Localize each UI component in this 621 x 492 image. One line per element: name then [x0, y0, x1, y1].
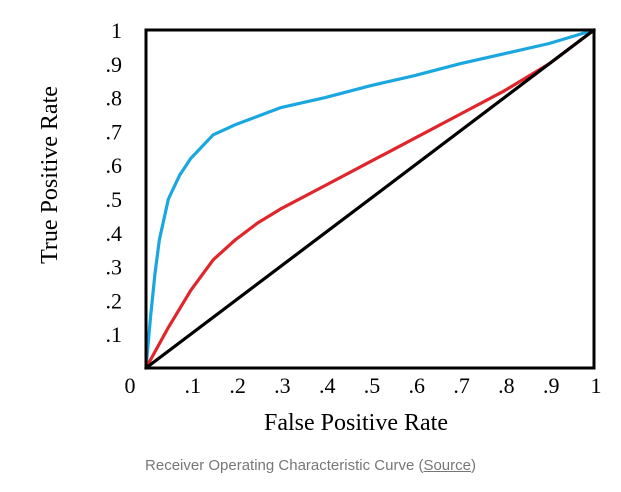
x-tick-label: .9 — [543, 373, 560, 398]
y-tick-label: .3 — [106, 255, 123, 280]
x-tick-label: .3 — [274, 373, 291, 398]
y-tick-label: .8 — [106, 86, 123, 111]
roc-chart: 0.1.2.3.4.5.6.7.8.9 1.1.2.3.4.5.6.7.8.91 … — [37, 18, 602, 436]
x-tick-label: .5 — [364, 373, 381, 398]
x-axis-label: False Positive Rate — [264, 410, 448, 436]
x-tick-label: .7 — [453, 373, 470, 398]
y-axis-label: True Positive Rate — [37, 86, 63, 264]
series-layer — [144, 28, 596, 370]
figure-caption: Receiver Operating Characteristic Curve … — [0, 457, 621, 474]
source-link[interactable]: Source — [423, 457, 471, 474]
y-tick-label: .7 — [106, 119, 123, 144]
x-tick-label: .4 — [319, 373, 336, 398]
y-tick-label: .1 — [106, 322, 123, 347]
ticks-layer: 0 .1 .2 .3 .4 .5 .6 .7 .8 .9 1 .1 .2 .3 .4 .5 .6 .7 .8 .9 1 — [106, 18, 602, 398]
y-tick-label: .9 — [106, 52, 123, 77]
y-tick-label: 1 — [111, 18, 122, 43]
series-line-3 — [144, 28, 596, 370]
x-tick-label: .6 — [409, 373, 426, 398]
y-tick-label: .6 — [106, 153, 123, 178]
x-tick-label: 0 — [125, 373, 136, 398]
y-tick-label: .5 — [106, 187, 123, 212]
x-tick-label: .1 — [185, 373, 202, 398]
y-tick-label: .4 — [106, 221, 123, 246]
plot-frame — [144, 28, 596, 370]
caption-text: Receiver Operating Characteristic Curve … — [145, 457, 424, 474]
caption-close: ) — [470, 457, 476, 474]
y-tick-label: .2 — [106, 288, 123, 313]
series-line-2 — [144, 28, 596, 370]
x-tick-label: .2 — [229, 373, 246, 398]
x-tick-label: .8 — [498, 373, 515, 398]
x-tick-label: 1 — [591, 373, 602, 398]
series-line-1 — [144, 28, 596, 370]
